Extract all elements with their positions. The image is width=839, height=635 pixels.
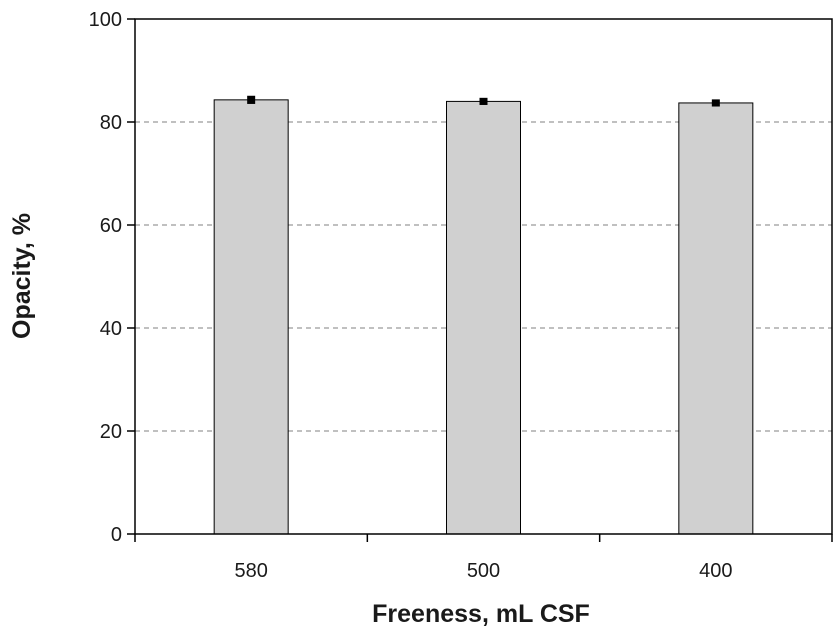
error-bar-cap bbox=[711, 99, 720, 107]
y-tick-label: 20 bbox=[100, 421, 122, 443]
bar bbox=[678, 102, 754, 535]
y-tick-label: 80 bbox=[100, 112, 122, 134]
error-bar-cap bbox=[247, 95, 256, 104]
x-tick-label: 580 bbox=[234, 560, 267, 582]
y-axis-ticks: 0 20 40 60 80 100 bbox=[89, 9, 135, 546]
error-bars bbox=[247, 95, 720, 107]
y-tick-label: 60 bbox=[100, 215, 122, 237]
plot-frame bbox=[134, 18, 833, 535]
error-bar-cap bbox=[479, 97, 488, 105]
plot-border bbox=[134, 18, 833, 535]
x-axis-title: Freeness, mL CSF bbox=[372, 600, 590, 628]
y-tick-label: 40 bbox=[100, 318, 122, 340]
x-axis-ticks: 580 500 400 bbox=[134, 534, 833, 582]
x-tick-label: 400 bbox=[699, 560, 732, 582]
y-axis-title: Opacity, % bbox=[8, 213, 36, 339]
x-tick-label: 500 bbox=[467, 560, 500, 582]
bar bbox=[213, 99, 289, 535]
bar bbox=[446, 100, 521, 535]
y-tick-label: 100 bbox=[89, 9, 122, 31]
bars bbox=[213, 99, 754, 535]
y-tick-label: 0 bbox=[111, 524, 122, 546]
